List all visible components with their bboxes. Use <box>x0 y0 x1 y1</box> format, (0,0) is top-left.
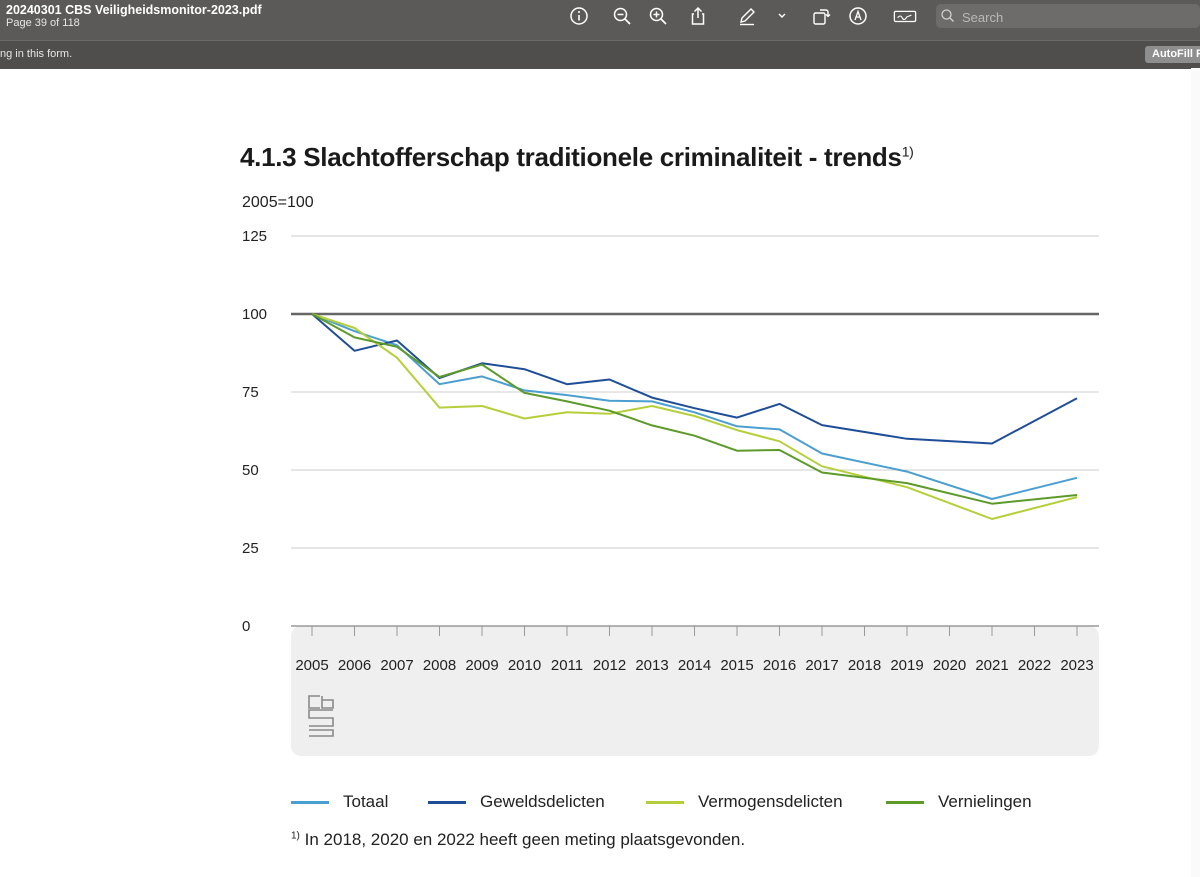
legend-swatch <box>428 800 466 804</box>
x-tick-label: 2010 <box>508 657 541 674</box>
legend-item-vernielingen: Vernielingen <box>886 790 1032 814</box>
legend-swatch <box>646 800 684 804</box>
scrollbar[interactable] <box>1191 68 1200 877</box>
legend-item-geweldsdelicten: Geweldsdelicten <box>428 790 605 814</box>
chevron-down-icon[interactable] <box>771 5 793 27</box>
x-tick-label: 2016 <box>763 657 796 674</box>
legend-swatch <box>886 800 924 804</box>
legend-label: Vermogensdelicten <box>698 792 843 811</box>
search-icon <box>941 9 954 22</box>
page-indicator: Page 39 of 118 <box>6 17 80 29</box>
x-tick-label: 2022 <box>1018 657 1051 674</box>
y-tick-label: 100 <box>242 306 267 323</box>
legend-label: Vernielingen <box>938 792 1032 811</box>
autofill-button[interactable]: AutoFill F <box>1145 46 1200 63</box>
x-tick-label: 2012 <box>593 657 626 674</box>
x-tick-label: 2009 <box>465 657 498 674</box>
title-text: 4.1.3 Slachtofferschap traditionele crim… <box>240 142 902 172</box>
title-footnote-marker: 1) <box>901 143 914 160</box>
legend-label: Totaal <box>343 792 389 811</box>
x-tick-label: 2020 <box>933 657 966 674</box>
footnote-text: In 2018, 2020 en 2022 heeft geen meting … <box>304 830 746 849</box>
search-field[interactable] <box>936 4 1200 28</box>
share-icon[interactable] <box>687 5 709 27</box>
form-notice-bar: ng in this form. AutoFill F <box>0 40 1200 69</box>
y-tick-label: 25 <box>242 540 259 557</box>
x-tick-label: 2011 <box>551 657 583 674</box>
markup-circle-icon[interactable] <box>847 5 869 27</box>
y-axis-unit: 2005=100 <box>242 194 314 211</box>
legend-swatch <box>291 800 329 804</box>
x-tick-label: 2006 <box>338 657 371 674</box>
y-tick-label: 0 <box>242 618 250 635</box>
form-notice-text: ng in this form. <box>0 48 73 60</box>
x-tick-label: 2008 <box>423 657 456 674</box>
info-icon[interactable] <box>568 5 590 27</box>
x-tick-label: 2015 <box>720 657 753 674</box>
x-tick-label: 2014 <box>678 657 711 674</box>
x-tick-label: 2017 <box>805 657 838 674</box>
chart-legend: Totaal Geweldsdelicten Vermogensdelicten… <box>291 790 1091 814</box>
y-tick-label: 125 <box>242 228 267 245</box>
x-tick-label: 2013 <box>635 657 668 674</box>
series-line-geweldsdelicten <box>311 313 1078 445</box>
legend-item-totaal: Totaal <box>291 790 388 814</box>
zoom-out-icon[interactable] <box>611 5 633 27</box>
y-tick-label: 50 <box>242 462 259 479</box>
footnote: 1) In 2018, 2020 en 2022 heeft geen meti… <box>291 830 745 850</box>
signature-icon[interactable] <box>892 5 918 27</box>
series-line-vernielingen <box>311 313 1078 505</box>
legend-label: Geweldsdelicten <box>480 792 605 811</box>
markup-pen-icon[interactable] <box>736 5 758 27</box>
search-input[interactable] <box>960 6 1194 28</box>
zoom-in-icon[interactable] <box>647 5 669 27</box>
y-tick-label: 75 <box>242 384 259 401</box>
cbs-logo-icon <box>308 695 334 737</box>
x-tick-label: 2021 <box>975 657 1008 674</box>
app-toolbar: 20240301 CBS Veiligheidsmonitor-2023.pdf… <box>0 0 1200 40</box>
series-line-vermogensdelicten <box>311 313 1078 520</box>
x-tick-label: 2005 <box>295 657 328 674</box>
rotate-icon[interactable] <box>810 5 832 27</box>
chart-footer-panel <box>291 626 1099 756</box>
x-tick-label: 2023 <box>1060 657 1093 674</box>
series-line-totaal <box>311 313 1078 500</box>
x-tick-label: 2007 <box>380 657 413 674</box>
x-tick-label: 2018 <box>848 657 881 674</box>
legend-item-vermogensdelicten: Vermogensdelicten <box>646 790 843 814</box>
footnote-marker: 1) <box>291 830 300 842</box>
document-title: 20240301 CBS Veiligheidsmonitor-2023.pdf <box>6 3 262 17</box>
page-title: 4.1.3 Slachtofferschap traditionele crim… <box>240 142 914 173</box>
x-tick-label: 2019 <box>890 657 923 674</box>
